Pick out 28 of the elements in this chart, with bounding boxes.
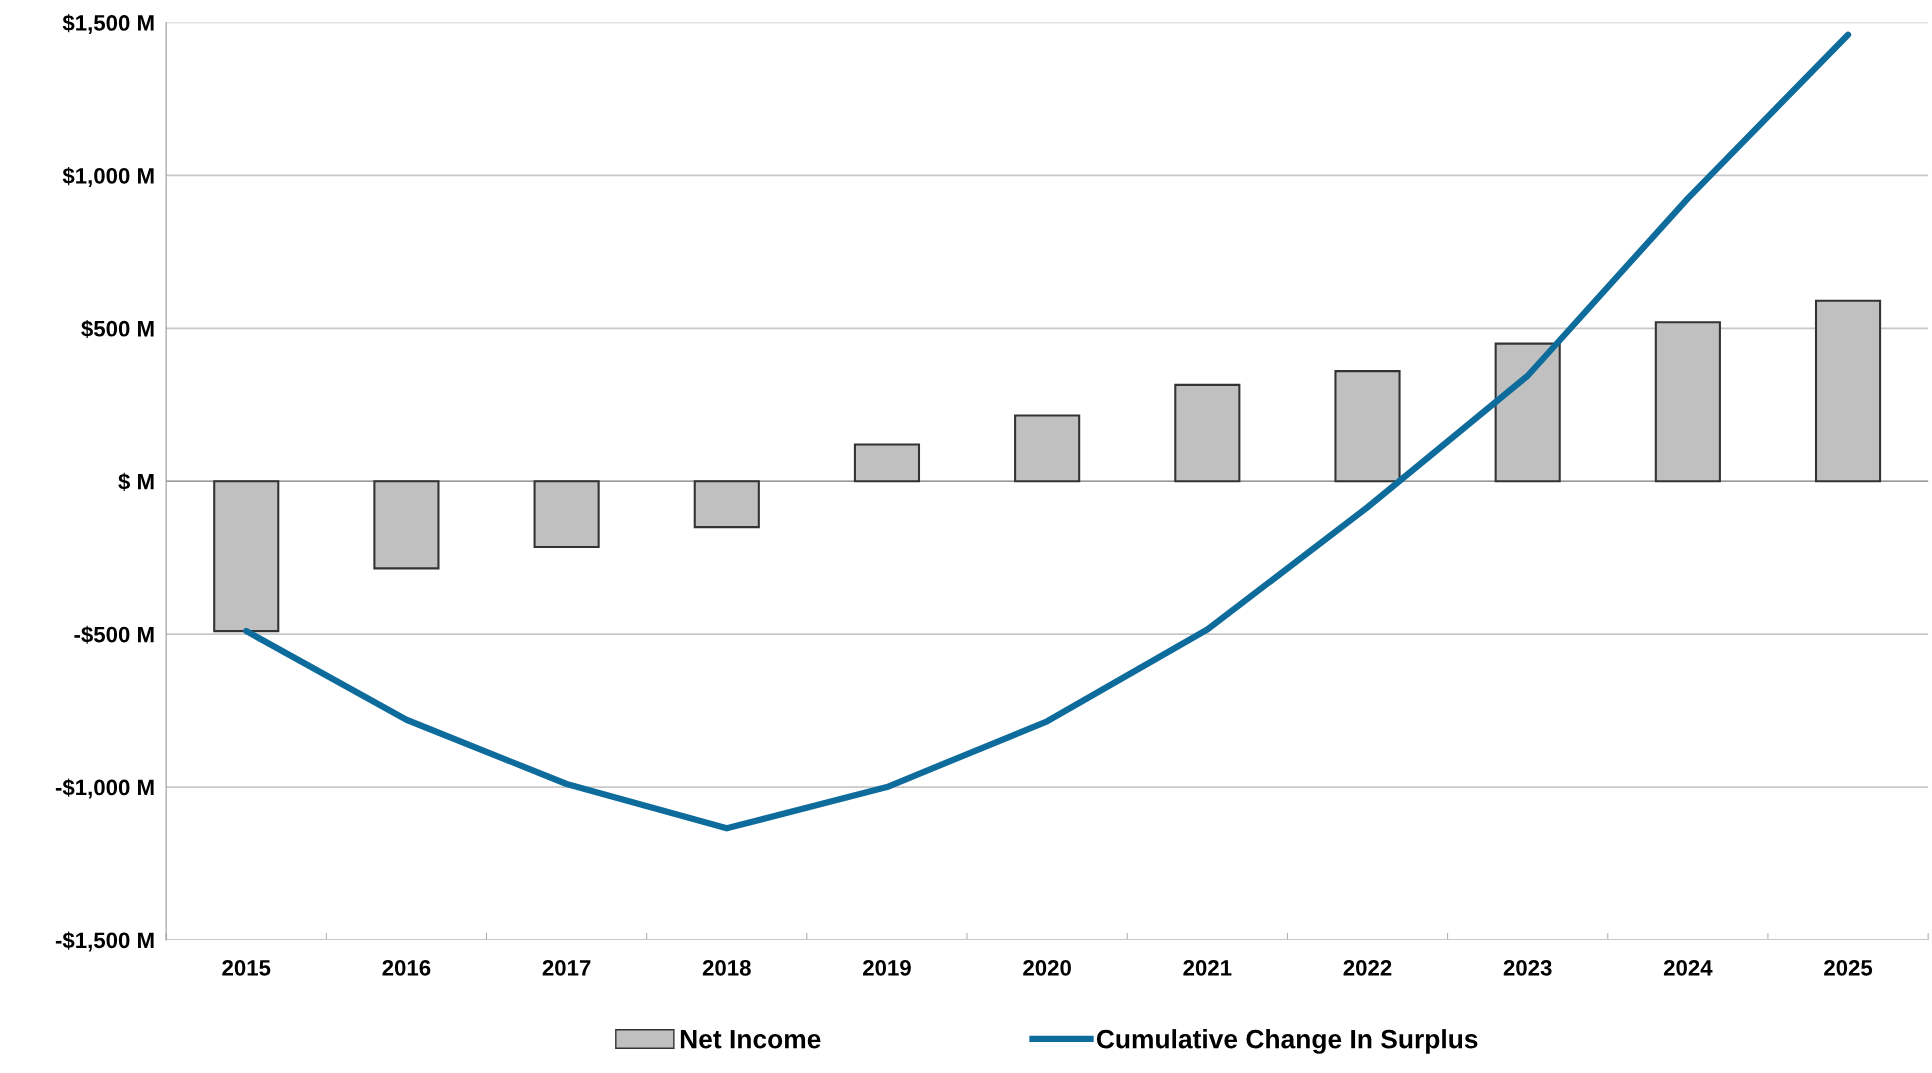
legend-label: Cumulative Change In Surplus xyxy=(1096,1029,1478,1054)
y-tick-label: $1,500 M xyxy=(62,14,154,35)
x-tick-label: 2020 xyxy=(1023,959,1071,976)
legend-label: Net Income xyxy=(680,1030,821,1049)
bar xyxy=(1174,383,1241,483)
x-tick-label: 2015 xyxy=(222,959,271,976)
x-tick-label: 2016 xyxy=(382,959,431,976)
x-tick-label: 2025 xyxy=(1824,959,1873,976)
y-tick-label: $500 M xyxy=(81,319,154,339)
bar xyxy=(853,443,921,483)
y-tick-label: $1,000 M xyxy=(62,166,154,187)
x-tick-label: 2018 xyxy=(702,959,751,976)
bar xyxy=(693,480,760,529)
y-tick-label: $ M xyxy=(118,472,154,491)
bar xyxy=(1494,342,1561,483)
x-tick-label: 2022 xyxy=(1343,959,1392,976)
x-tick-label: 2023 xyxy=(1503,959,1552,976)
bar xyxy=(533,480,600,549)
y-tick-label: -$1,000 M xyxy=(55,778,154,799)
bar xyxy=(373,480,440,570)
x-tick-label: 2021 xyxy=(1183,959,1232,976)
x-tick-label: 2019 xyxy=(863,959,911,976)
bar xyxy=(1014,414,1081,483)
bar xyxy=(1334,370,1401,483)
y-tick-label: -$500 M xyxy=(74,625,154,644)
y-tick-label: -$1,500 M xyxy=(55,931,154,952)
x-tick-label: 2024 xyxy=(1663,959,1713,976)
x-tick-label: 2017 xyxy=(542,959,591,976)
